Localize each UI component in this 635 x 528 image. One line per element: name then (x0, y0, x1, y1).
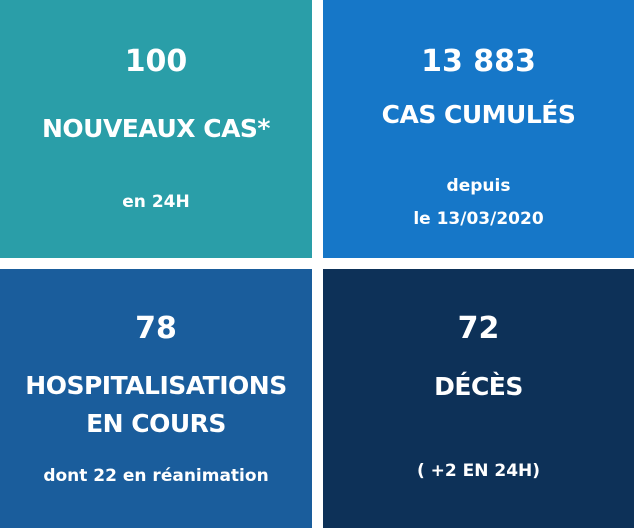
deaths-tile: 72 DÉCÈS ( +2 EN 24H) (323, 269, 634, 528)
cumulative-cases-since: depuis (446, 176, 511, 196)
deaths-label: DÉCÈS (434, 372, 523, 401)
hospitalisations-icu: dont 22 en réanimation (43, 466, 269, 486)
deaths-24h: ( +2 EN 24H) (416, 461, 541, 481)
hospitalisations-value: 78 (135, 311, 177, 346)
new-cases-tile: 100 NOUVEAUX CAS* en 24H (0, 0, 312, 258)
cumulative-cases-value: 13 883 (421, 44, 536, 79)
cumulative-cases-date: le 13/03/2020 (413, 209, 544, 229)
new-cases-sub: en 24H (122, 192, 190, 212)
cumulative-cases-tile: 13 883 CAS CUMULÉS depuis le 13/03/2020 (323, 0, 634, 258)
hospitalisations-tile: 78 HOSPITALISATIONS EN COURS dont 22 en … (0, 269, 312, 528)
new-cases-label: NOUVEAUX CAS* (41, 114, 271, 143)
hospitalisations-label-line1: HOSPITALISATIONS (25, 371, 287, 400)
hospitalisations-label-line2: EN COURS (86, 409, 226, 438)
new-cases-value: 100 (124, 44, 188, 79)
cumulative-cases-label: CAS CUMULÉS (381, 100, 576, 129)
deaths-value: 72 (457, 311, 500, 346)
